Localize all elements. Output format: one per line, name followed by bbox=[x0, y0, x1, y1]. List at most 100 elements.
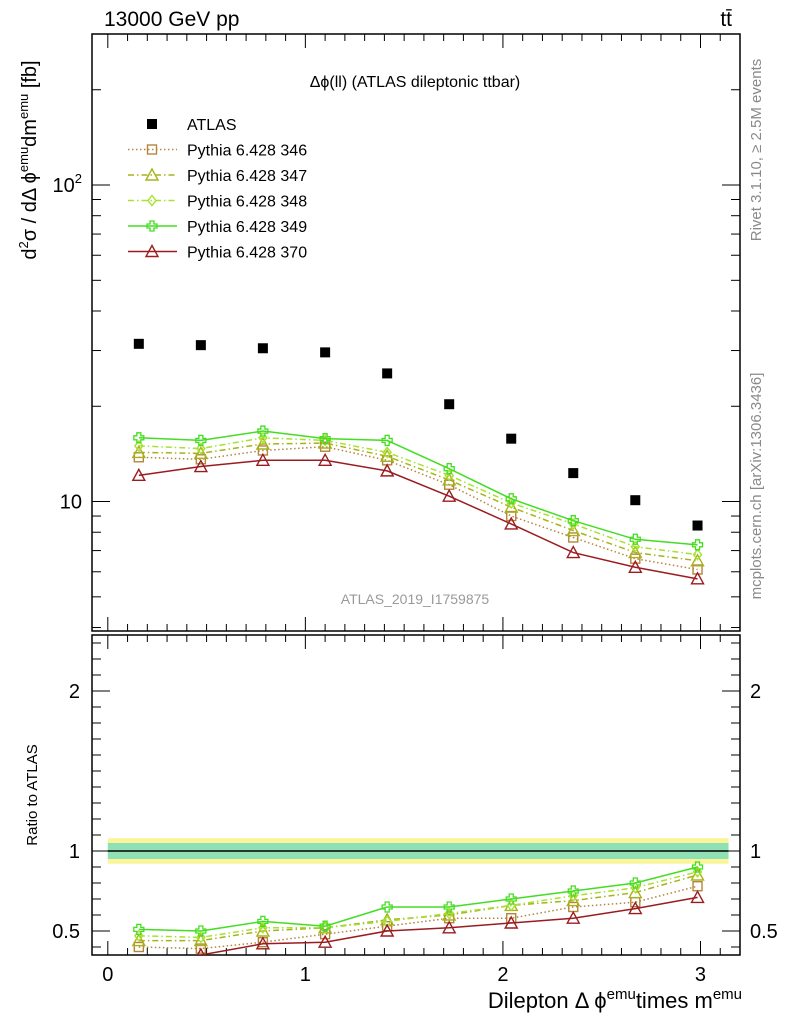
ratio-point bbox=[568, 889, 579, 902]
ratio-point bbox=[567, 885, 579, 897]
data-point bbox=[193, 445, 209, 460]
ratio-point bbox=[381, 901, 393, 913]
data-point bbox=[690, 553, 705, 567]
ratio-point bbox=[196, 947, 205, 955]
ratio-point bbox=[444, 907, 455, 920]
mcplots-label: mcplots.cern.ch [arXiv:1306.3436] bbox=[748, 373, 765, 600]
ratio-point bbox=[628, 901, 643, 915]
data-point bbox=[133, 338, 144, 349]
ratio-y-tick-label-right: 0.5 bbox=[750, 921, 778, 943]
ratio-point bbox=[629, 877, 641, 889]
ratio-point bbox=[690, 867, 705, 881]
data-point bbox=[690, 571, 705, 585]
data-point bbox=[379, 448, 395, 462]
series-line bbox=[138, 430, 698, 546]
rivet-version-label: Rivet 3.1.10, ≥ 2.5M events bbox=[748, 59, 765, 242]
ratio-point bbox=[195, 943, 207, 954]
data-point bbox=[568, 468, 579, 479]
legend-label: ATLAS bbox=[187, 117, 237, 134]
ratio-point bbox=[195, 931, 206, 944]
x-axis-label: Dilepton Δ ϕemutimes memu bbox=[488, 986, 742, 1013]
ratio-point bbox=[628, 885, 643, 899]
data-point bbox=[382, 446, 393, 459]
data-point bbox=[320, 347, 331, 358]
data-point bbox=[193, 459, 209, 473]
legend-label: Pythia 6.428 370 bbox=[187, 245, 307, 262]
data-point bbox=[691, 539, 704, 551]
data-point bbox=[195, 442, 206, 455]
data-point bbox=[628, 559, 643, 573]
data-point bbox=[504, 516, 519, 530]
ratio-point bbox=[692, 865, 703, 878]
x-tick-label: 3 bbox=[695, 964, 706, 986]
series-line bbox=[138, 459, 698, 580]
ratio-line bbox=[138, 866, 698, 932]
data-point bbox=[629, 533, 641, 545]
data-point bbox=[381, 434, 393, 447]
data-point bbox=[567, 515, 579, 527]
data-point bbox=[255, 452, 271, 467]
data-point bbox=[506, 433, 517, 444]
ratio-point bbox=[257, 915, 269, 928]
energy-label: 13000 GeV pp bbox=[104, 8, 239, 31]
ratio-line bbox=[138, 871, 698, 939]
ratio-y-axis-label: Ratio to ATLAS bbox=[24, 744, 41, 845]
ratio-point bbox=[133, 957, 145, 968]
data-point bbox=[443, 463, 455, 475]
series-line bbox=[138, 445, 698, 571]
data-point bbox=[444, 469, 455, 482]
main-panel-frame bbox=[91, 33, 741, 632]
ratio-point bbox=[255, 936, 271, 950]
ratio-point bbox=[692, 881, 703, 892]
data-point bbox=[442, 488, 457, 502]
main-series-layer bbox=[131, 338, 705, 585]
ratio-point bbox=[133, 923, 145, 936]
main-y-tick-label: 10 bbox=[60, 492, 82, 514]
ratio-series-layer bbox=[131, 861, 705, 968]
data-point bbox=[379, 463, 395, 477]
data-point bbox=[692, 548, 703, 561]
main-y-tick-label: 102 bbox=[53, 171, 82, 197]
ratio-point bbox=[690, 889, 705, 904]
data-point bbox=[257, 425, 269, 437]
ratio-point bbox=[255, 923, 271, 937]
data-point bbox=[133, 439, 144, 452]
legend-marker bbox=[144, 167, 160, 181]
data-point bbox=[692, 520, 703, 531]
main-y-axis-label: d2σ / dΔ ϕemudmemu [fb] bbox=[16, 60, 41, 259]
ratio-point bbox=[195, 925, 207, 937]
legend-label: Pythia 6.428 349 bbox=[187, 219, 307, 236]
data-point bbox=[382, 368, 393, 379]
data-point bbox=[628, 545, 643, 559]
data-point bbox=[630, 495, 641, 506]
data-point bbox=[131, 444, 147, 459]
legend-label: Pythia 6.428 348 bbox=[187, 194, 307, 211]
data-point bbox=[319, 433, 331, 445]
ratio-point bbox=[133, 929, 144, 942]
data-point bbox=[444, 399, 455, 410]
legend: ATLAS Pythia 6.428 346 Pythia 6.428 347 Pyt… bbox=[128, 117, 307, 262]
data-point bbox=[131, 467, 147, 482]
ratio-point bbox=[504, 915, 519, 929]
ratio-point bbox=[319, 929, 331, 940]
ratio-point bbox=[630, 881, 641, 894]
legend-label: Pythia 6.428 347 bbox=[187, 168, 307, 185]
x-tick-label: 2 bbox=[497, 964, 508, 986]
ratio-point bbox=[193, 933, 209, 947]
ratio-point bbox=[257, 921, 268, 934]
ratio-y-tick-label: 1 bbox=[69, 841, 80, 863]
data-point bbox=[257, 431, 268, 444]
data-point bbox=[630, 540, 641, 553]
series-line bbox=[138, 442, 698, 562]
analysis-watermark: ATLAS_2019_I1759875 bbox=[341, 591, 490, 607]
ratio-y-tick-label: 0.5 bbox=[52, 921, 80, 943]
data-point bbox=[195, 434, 207, 447]
ratio-point bbox=[379, 923, 395, 937]
ratio-point bbox=[505, 893, 517, 905]
legend-marker bbox=[146, 144, 158, 155]
ratio-point bbox=[317, 934, 333, 948]
x-tick-label: 1 bbox=[300, 964, 311, 986]
legend-marker bbox=[146, 220, 158, 232]
ratio-point bbox=[566, 893, 581, 907]
